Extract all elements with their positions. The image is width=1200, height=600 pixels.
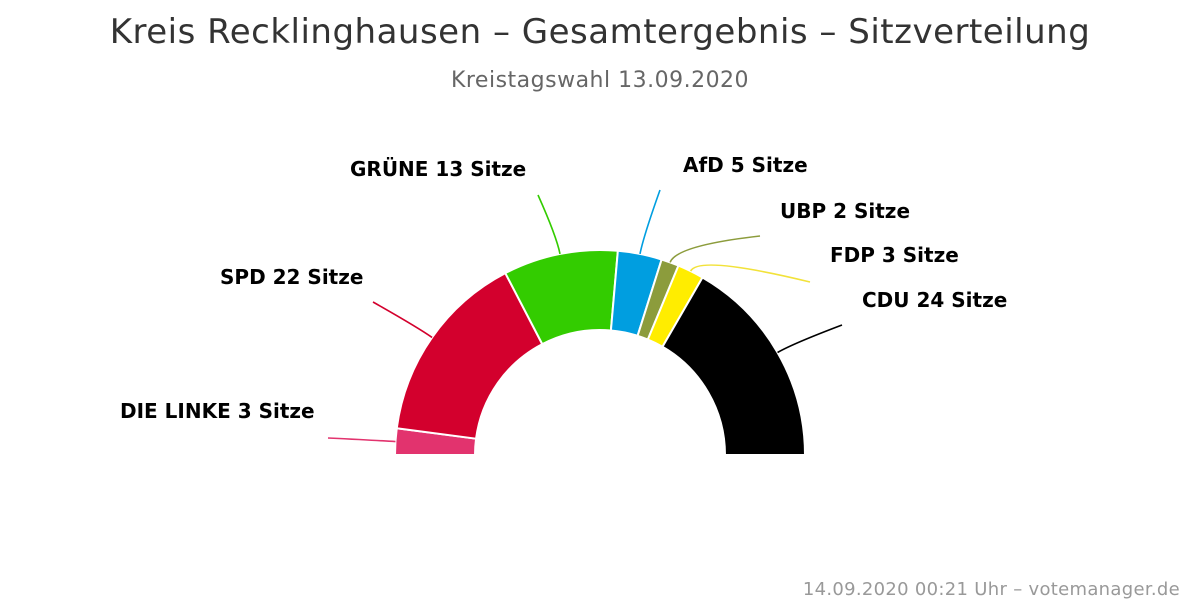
connector-cdu (777, 324, 843, 354)
data-label-spd: SPD 22 Sitze (220, 265, 363, 289)
connector-ubp (669, 235, 761, 263)
chart-title: Kreis Recklinghausen – Gesamtergebnis – … (109, 12, 1091, 52)
chart-subtitle: Kreistagswahl 13.09.2020 (450, 68, 750, 93)
connector-fdp (689, 264, 811, 283)
data-label-cdu: CDU 24 Sitze (862, 288, 1007, 312)
connector-afd (639, 189, 661, 255)
slice-cdu[interactable] (661, 276, 806, 456)
data-label-fdp: FDP 3 Sitze (830, 243, 959, 267)
data-label-gruene: GRÜNE 13 Sitze (350, 157, 526, 181)
data-label-afd: AfD 5 Sitze (683, 153, 808, 177)
connector-die-linke (327, 437, 396, 443)
connector-spd (372, 301, 433, 339)
data-label-ubp: UBP 2 Sitze (780, 199, 910, 223)
chart-credit: 14.09.2020 00:21 Uhr – votemanager.de (802, 579, 1180, 600)
connector-gruene (537, 194, 561, 255)
data-label-die-linke: DIE LINKE 3 Sitze (120, 399, 315, 423)
